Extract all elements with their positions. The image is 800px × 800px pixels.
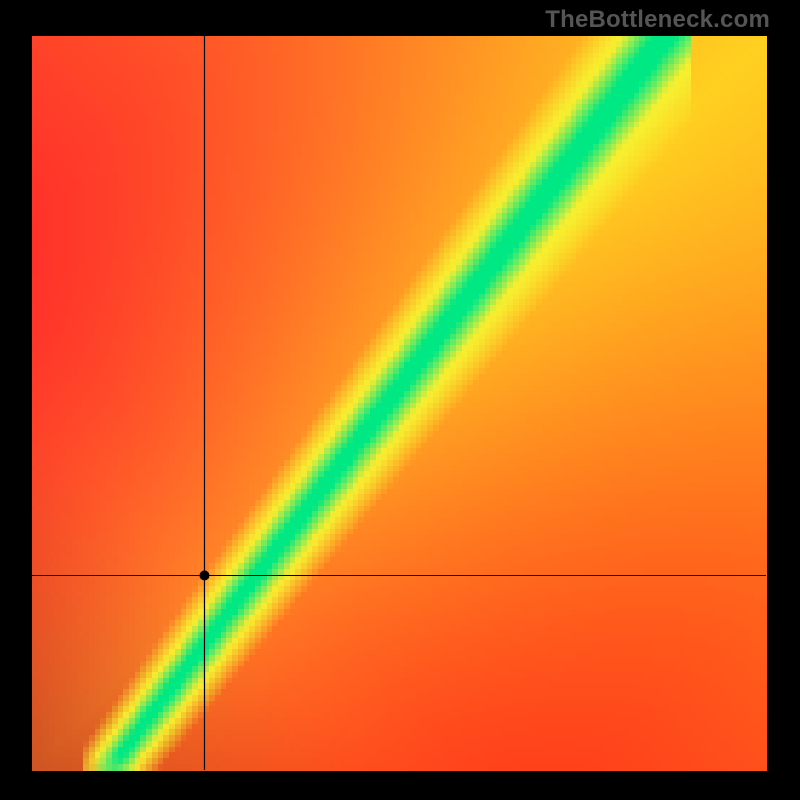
bottleneck-heatmap [0,0,800,800]
attribution-text: TheBottleneck.com [545,6,770,34]
